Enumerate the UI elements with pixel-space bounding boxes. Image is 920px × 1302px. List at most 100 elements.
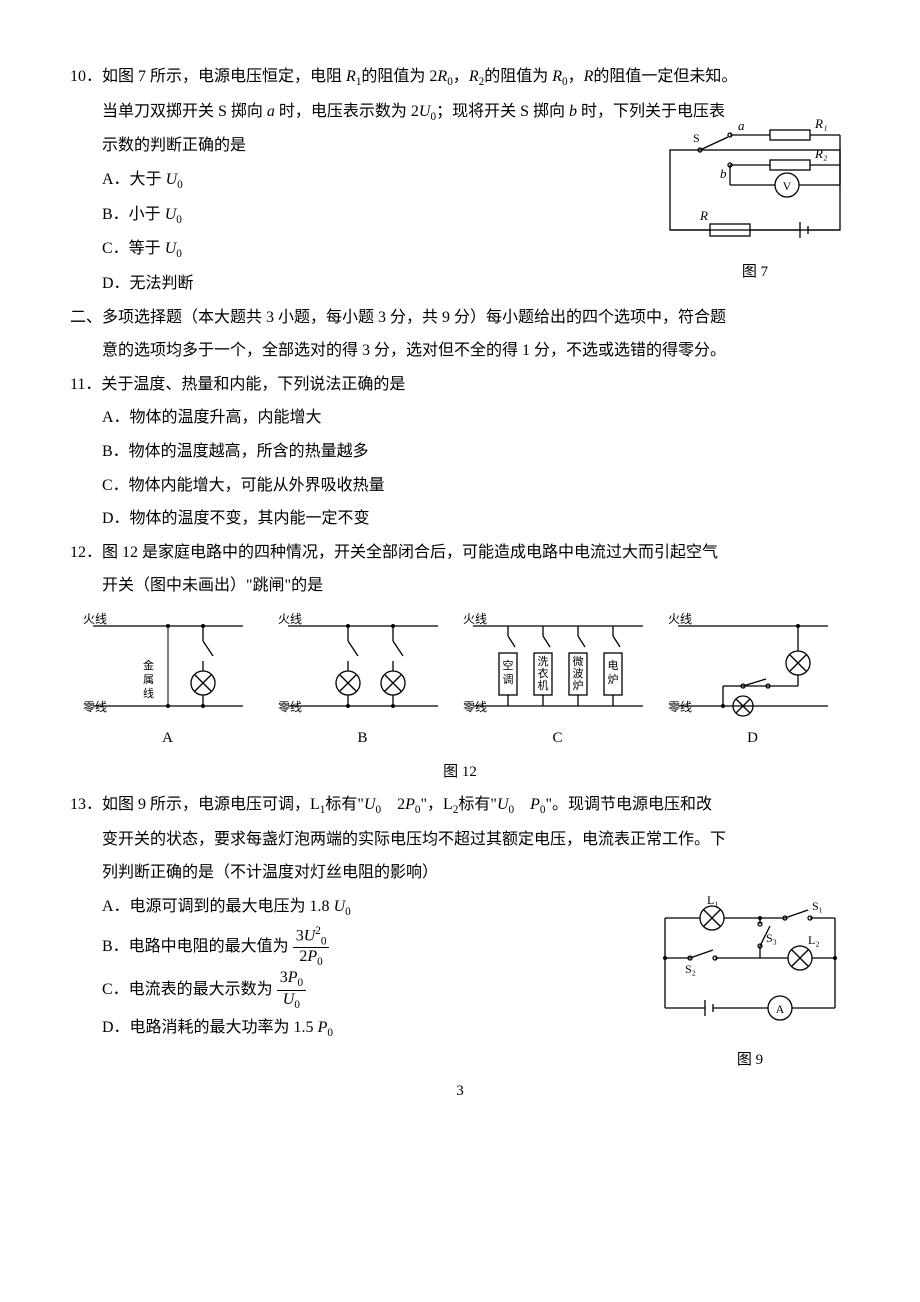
fig7-R2: R₂ — [814, 146, 828, 161]
page-number: 3 — [70, 1076, 850, 1108]
q13-BnU: U — [304, 927, 316, 944]
f9-L2: L₂ — [808, 933, 820, 947]
q10-t4: 的阻值为 — [484, 68, 552, 85]
q10-t5: ， — [568, 68, 584, 85]
section-2-heading-l1: 二、多项选择题（本大题共 3 小题，每小题 3 分，共 9 分）每小题给出的四个… — [70, 301, 850, 335]
q10-number: 10． — [70, 68, 102, 85]
figure-12-A: 火线 零线 金 属 线 A — [70, 611, 265, 755]
f12c-neut: 零线 — [463, 700, 487, 714]
q13-Bn1: 3 — [296, 927, 304, 944]
f12c-live: 火线 — [463, 612, 487, 626]
q11-option-B: B．物体的温度越高，所含的热量越多 — [70, 435, 850, 469]
f9-S2: S₂ — [685, 962, 696, 976]
q11-option-D: D．物体的温度不变，其内能一定不变 — [70, 502, 850, 536]
q13-U0: U — [364, 796, 376, 813]
q12-stem-l2: 开关（图中未画出）"跳闸"的是 — [70, 569, 850, 603]
svg-text:洗: 洗 — [537, 655, 548, 668]
q13-s4: 标有" — [458, 796, 497, 813]
fig7-b: b — [720, 166, 727, 181]
q10-R1: R — [346, 68, 356, 85]
q10-l2d: 时，下列关于电压表 — [577, 103, 725, 120]
q10-R: R — [584, 68, 594, 85]
figure-12-B-label: B — [265, 723, 460, 755]
q13-number: 13． — [70, 796, 102, 813]
q13-s5: "。现调节电源电压和改 — [545, 796, 712, 813]
q13-C-fraction: 3P0 U0 — [277, 969, 306, 1011]
q13-Bds: 0 — [317, 957, 323, 969]
f12b-neut: 零线 — [278, 700, 302, 714]
svg-text:机: 机 — [537, 678, 548, 692]
f12c-dev3: 微 波 炉 — [569, 626, 587, 706]
q10-R0a: R — [437, 68, 447, 85]
f12a-neut: 零线 — [83, 700, 107, 714]
f12d-neut: 零线 — [668, 700, 692, 714]
q12-s1: 图 12 是家庭电路中的四种情况，开关全部闭合后，可能造成电路中电流过大而引起空… — [102, 544, 718, 561]
svg-text:调: 调 — [502, 673, 513, 686]
section-2-heading-l2: 意的选项均多于一个，全部选对的得 3 分，选对但不全的得 1 分，不选或选错的得… — [70, 334, 850, 368]
f12a-side3: 线 — [143, 686, 154, 700]
question-13: 13．如图 9 所示，电源电压可调，L1标有"U0 2P0"，L2标有"U0 P… — [70, 788, 850, 1046]
f12c-dev1: 空 调 — [499, 626, 517, 706]
question-10: 10．如图 7 所示，电源电压恒定，电阻 R1的阻值为 2R0，R2的阻值为 R… — [70, 60, 850, 301]
svg-text:衣: 衣 — [537, 666, 548, 680]
q10-BU: U — [165, 206, 177, 223]
q13-CnP: P — [288, 969, 298, 986]
q10-stem-line1: 10．如图 7 所示，电源电压恒定，电阻 R1的阻值为 2R0，R2的阻值为 R… — [70, 60, 850, 95]
q13-Dp: D．电路消耗的最大功率为 1.5 — [102, 1019, 318, 1036]
f12c-dev4: 电 炉 — [604, 626, 622, 706]
q12-stem-l1: 12．图 12 是家庭电路中的四种情况，开关全部闭合后，可能造成电路中电流过大而… — [70, 536, 850, 570]
q13-Cp: C．电流表的最大示数为 — [102, 981, 277, 998]
q13-stem-l3: 列判断正确的是（不计温度对灯丝电阻的影响） — [70, 856, 850, 890]
figure-7: V S a b R₁ R₂ R 图 7 — [660, 120, 850, 288]
q10-R0b: R — [552, 68, 562, 85]
figure-12-D-label: D — [655, 723, 850, 755]
q10-Cp: C．等于 — [102, 240, 165, 257]
fig7-V: V — [783, 179, 792, 193]
q10-CU: U — [165, 240, 177, 257]
svg-text:空: 空 — [502, 658, 513, 672]
figure-7-caption: 图 7 — [660, 257, 850, 289]
q10-t6: 的阻值一定但未知。 — [593, 68, 737, 85]
q13-Cn1: 3 — [280, 969, 288, 986]
q10-l2a: 当单刀双掷开关 S 掷向 — [102, 103, 267, 120]
f9-S1: S₁ — [812, 899, 823, 913]
q13-DP: P — [318, 1019, 328, 1036]
q13-As: 0 — [345, 906, 351, 918]
q13-CdU: U — [283, 991, 295, 1008]
figure-7-svg: V S a b R₁ R₂ R — [660, 120, 850, 240]
q13-Cns: 0 — [297, 977, 303, 989]
q13-Bns: 0 — [321, 935, 327, 947]
f9-L1: L₁ — [707, 893, 719, 907]
question-12: 12．图 12 是家庭电路中的四种情况，开关全部闭合后，可能造成电路中电流过大而… — [70, 536, 850, 788]
f12c-dev2: 洗 衣 机 — [534, 626, 552, 706]
q12-number: 12． — [70, 544, 102, 561]
svg-text:微: 微 — [572, 654, 583, 668]
f12d-live: 火线 — [668, 612, 692, 626]
q13-U0b: U — [497, 796, 509, 813]
q10-a: a — [267, 103, 275, 120]
f12a-side2: 属 — [143, 673, 154, 686]
figure-12-A-label: A — [70, 723, 265, 755]
q13-sp2 — [514, 796, 530, 813]
q13-stem-l2: 变开关的状态，要求每盏灯泡两端的实际电压均不超过其额定电压，电流表正常工作。下 — [70, 823, 850, 857]
f12a-side1: 金 — [143, 658, 154, 672]
fig7-R: R — [699, 208, 708, 223]
q10-t3: ， — [453, 68, 469, 85]
q13-s2: 标有" — [325, 796, 364, 813]
figure-9: L₁ S₁ S₃ S₂ L₂ — [650, 898, 850, 1076]
q13-B-fraction: 3U20 2P0 — [293, 925, 330, 969]
q13-Ds: 0 — [327, 1027, 333, 1039]
figure-12-caption: 图 12 — [70, 757, 850, 789]
q10-Cs: 0 — [176, 249, 182, 261]
q10-t1: 如图 7 所示，电源电压恒定，电阻 — [102, 68, 346, 85]
q13-Cds: 0 — [294, 999, 300, 1011]
f12b-live: 火线 — [278, 612, 302, 626]
q10-Bp: B．小于 — [102, 206, 165, 223]
q11-stem: 11．关于温度、热量和内能，下列说法正确的是 — [70, 368, 850, 402]
q13-P0b: P — [530, 796, 540, 813]
fig7-S: S — [693, 131, 700, 145]
q13-s3: "，L — [420, 796, 452, 813]
q10-t2: 的阻值为 2 — [361, 68, 437, 85]
q13-AU: U — [334, 898, 346, 915]
svg-text:炉: 炉 — [572, 679, 583, 692]
